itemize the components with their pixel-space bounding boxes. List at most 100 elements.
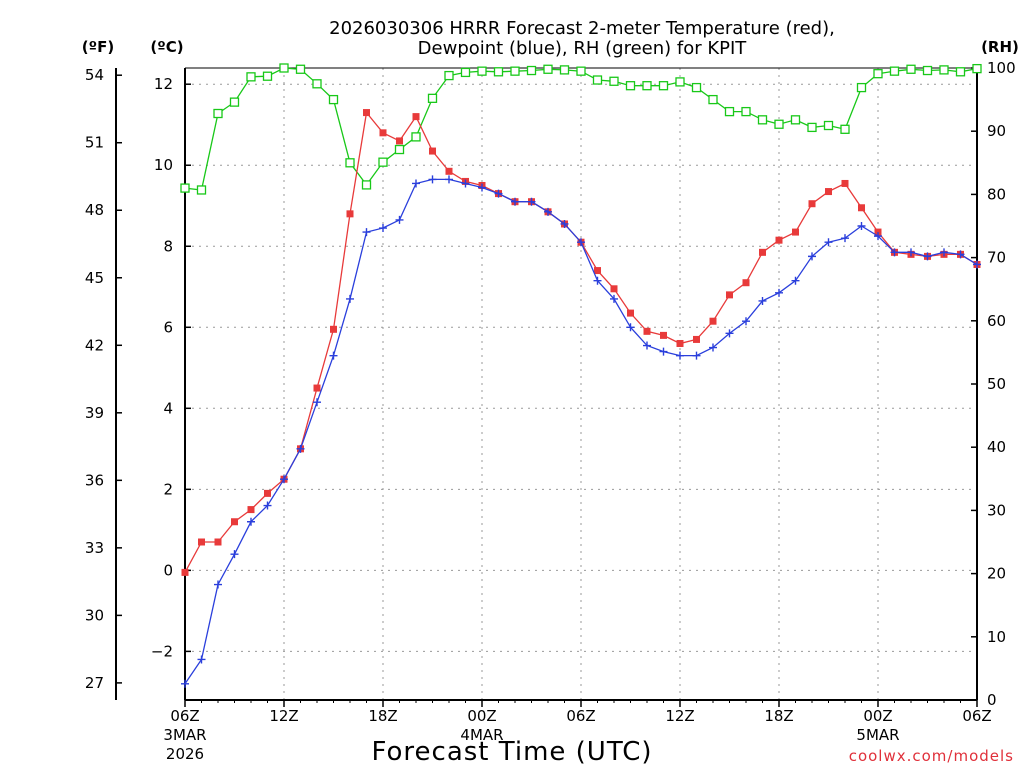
- x-tick-label: 18Z: [764, 707, 793, 725]
- temperature-point: [643, 327, 651, 335]
- dewpoint-point: [791, 276, 800, 285]
- fahrenheit-unit-label: (ºF): [82, 38, 114, 56]
- rh-point: [922, 65, 933, 76]
- rh-point: [939, 65, 949, 75]
- dewpoint-point: [940, 248, 948, 257]
- temperature-point: [742, 279, 750, 287]
- dewpoint-point: [758, 296, 767, 305]
- celsius-tick-label: 6: [163, 318, 173, 336]
- x-tick-date: 4MAR: [460, 726, 503, 744]
- rh-point: [625, 81, 636, 91]
- rh-tick-label: 20: [987, 565, 1006, 583]
- rh-point: [526, 65, 537, 76]
- dewpoint-point: [775, 288, 783, 297]
- dewpoint-point: [709, 343, 717, 352]
- dewpoint-point: [230, 550, 239, 559]
- rh-tick-label: 90: [987, 122, 1006, 140]
- dewpoint-point: [478, 183, 486, 192]
- rh-point: [658, 81, 669, 91]
- x-axis-label: Forecast Time (UTC): [371, 737, 652, 767]
- x-tick-label: 18Z: [368, 707, 397, 725]
- dewpoint-point: [346, 294, 354, 303]
- temperature-point: [759, 248, 766, 256]
- rh-tick-label: 60: [987, 312, 1006, 330]
- credit-label: coolwx.com/models: [849, 747, 1014, 765]
- temperature-point: [346, 210, 354, 218]
- temperature-point: [709, 317, 717, 325]
- dewpoint-point: [296, 444, 305, 453]
- temperature-point: [858, 204, 865, 212]
- temperature-point: [264, 489, 271, 497]
- rh-point: [609, 76, 619, 86]
- temperature-point: [627, 309, 634, 317]
- temperature-point: [396, 137, 403, 145]
- temperature-point: [363, 109, 370, 117]
- dewpoint-point: [626, 323, 635, 332]
- dewpoint-point: [907, 248, 915, 257]
- axes: [115, 67, 978, 701]
- rh-point: [675, 77, 685, 87]
- x-tick-label: 00Z: [863, 707, 892, 725]
- dewpoint-point: [280, 475, 288, 484]
- temperature-point: [726, 291, 733, 299]
- dewpoint-point: [676, 351, 684, 360]
- rh-point: [312, 79, 322, 89]
- x-tick-label: 12Z: [269, 707, 298, 725]
- temperature-point: [808, 200, 816, 208]
- dewpoint-point: [527, 197, 536, 206]
- dewpoint-point: [197, 655, 206, 664]
- celsius-tick-label: 4: [163, 399, 173, 417]
- rh-point: [708, 94, 718, 105]
- fahrenheit-tick-label: 51: [85, 134, 104, 152]
- rh-point: [823, 120, 834, 131]
- dewpoint-point: [956, 250, 965, 259]
- temperature-point: [693, 335, 700, 343]
- rh-point: [444, 70, 454, 81]
- rh-tick-label: 100: [987, 59, 1016, 77]
- dewpoint-point: [725, 329, 734, 338]
- dewpoint-point: [890, 248, 899, 257]
- x-tick-label: 12Z: [665, 707, 694, 725]
- rh-point: [295, 64, 306, 74]
- rh-point: [460, 67, 471, 78]
- temperature-point: [594, 267, 601, 275]
- temperature-point: [214, 538, 222, 546]
- fahrenheit-tick-label: 45: [85, 269, 104, 287]
- rh-tick-label: 40: [987, 438, 1006, 456]
- dewpoint-point: [824, 238, 833, 247]
- temperature-point: [247, 506, 255, 514]
- x-tick-label: 00Z: [467, 707, 496, 725]
- rh-tick-label: 30: [987, 501, 1006, 519]
- x-tick-date: 3MAR: [163, 726, 206, 744]
- dewpoint-point: [247, 517, 255, 526]
- rh-point: [510, 66, 520, 76]
- rh-point: [229, 97, 240, 107]
- dewpoint-point: [511, 197, 519, 206]
- celsius-unit-label: (ºC): [150, 38, 183, 56]
- fahrenheit-tick-label: 54: [85, 66, 104, 84]
- rh-tick-label: 10: [987, 628, 1006, 646]
- rh-point: [774, 119, 784, 129]
- rh-point: [691, 82, 702, 93]
- rh-point: [790, 115, 801, 125]
- dewpoint-point: [593, 276, 602, 285]
- dewpoint-point: [560, 219, 569, 228]
- rh-point: [592, 75, 603, 85]
- fahrenheit-tick-label: 48: [85, 201, 104, 219]
- temperature-point: [379, 129, 387, 137]
- dewpoint-point: [494, 189, 503, 198]
- temperature-point: [660, 331, 667, 339]
- rh-point: [279, 63, 289, 73]
- rh-point: [642, 81, 652, 91]
- rh-unit-label: (RH): [981, 38, 1019, 56]
- rh-point: [378, 157, 388, 167]
- rh-tick-label: 70: [987, 249, 1006, 267]
- temperature-point: [198, 538, 205, 546]
- temperature-point: [825, 188, 832, 196]
- temperature-point: [330, 325, 337, 333]
- dewpoint-point: [923, 252, 932, 261]
- rh-tick-label: 0: [987, 691, 997, 709]
- fahrenheit-tick-label: 39: [85, 404, 104, 422]
